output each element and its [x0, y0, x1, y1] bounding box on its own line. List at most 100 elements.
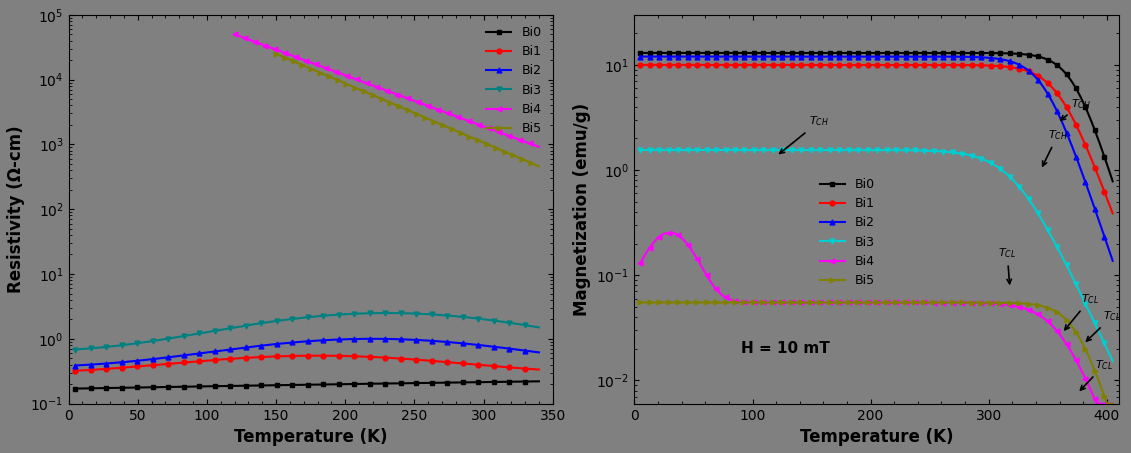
Bi3 — [633, 147, 647, 153]
Bi1 — [346, 353, 360, 359]
Line: Bi1: Bi1 — [74, 353, 542, 373]
Bi4 — [503, 134, 517, 139]
Bi1 — [1106, 211, 1120, 216]
Bi0 — [532, 379, 545, 384]
Bi0 — [931, 50, 944, 56]
Bi4 — [228, 32, 242, 37]
Bi2 — [787, 54, 801, 59]
Bi4 — [788, 300, 802, 305]
Bi5 — [787, 300, 801, 305]
Bi1 — [354, 354, 368, 359]
Bi3 — [977, 157, 991, 162]
Bi3 — [1106, 358, 1120, 364]
Bi0 — [353, 381, 366, 386]
Bi2 — [821, 54, 835, 59]
Bi5 — [269, 51, 283, 57]
Bi1 — [532, 367, 545, 372]
Bi2 — [345, 337, 359, 342]
Bi3 — [343, 311, 356, 317]
Bi5 — [491, 146, 504, 151]
Bi1 — [975, 63, 988, 68]
Bi5 — [931, 300, 944, 305]
Bi1 — [821, 62, 835, 67]
Bi0 — [633, 50, 647, 56]
Bi4 — [822, 300, 836, 305]
Bi5 — [1102, 401, 1115, 406]
Bi2 — [69, 363, 83, 368]
Bi0 — [975, 50, 988, 56]
Bi3 — [460, 315, 474, 320]
Bi4 — [408, 98, 422, 104]
Bi4 — [1106, 401, 1120, 406]
Bi1 — [690, 62, 703, 67]
Text: $T_{CH}$: $T_{CH}$ — [779, 115, 829, 154]
Bi5 — [532, 164, 545, 169]
Bi3 — [787, 147, 801, 153]
Bi2 — [1106, 258, 1120, 264]
Y-axis label: Magnetization (emu/g): Magnetization (emu/g) — [572, 103, 590, 316]
Legend: Bi0, Bi1, Bi2, Bi3, Bi4, Bi5: Bi0, Bi1, Bi2, Bi3, Bi4, Bi5 — [482, 21, 546, 140]
Y-axis label: Resistivity (Ω-cm): Resistivity (Ω-cm) — [7, 125, 25, 293]
Bi4 — [227, 32, 241, 37]
Bi2 — [366, 336, 380, 342]
Bi0 — [343, 381, 356, 387]
Bi4 — [532, 144, 545, 149]
Bi5 — [425, 118, 439, 123]
Line: Bi4: Bi4 — [638, 231, 1115, 406]
Bi1 — [633, 62, 647, 67]
Bi3 — [70, 347, 84, 352]
Bi2 — [931, 54, 944, 59]
Bi5 — [508, 153, 521, 159]
Bi2 — [633, 54, 647, 59]
Bi5 — [690, 300, 703, 305]
Bi2 — [353, 336, 366, 342]
Bi3 — [975, 156, 988, 161]
Bi5 — [977, 300, 991, 305]
Bi0 — [345, 381, 359, 387]
Bi0 — [1106, 178, 1120, 184]
Bi1 — [311, 353, 325, 358]
Bi1 — [70, 368, 84, 373]
Text: $T_{CH}$: $T_{CH}$ — [1043, 128, 1068, 166]
Legend: Bi0, Bi1, Bi2, Bi3, Bi4, Bi5: Bi0, Bi1, Bi2, Bi3, Bi4, Bi5 — [815, 173, 880, 292]
Line: Bi5: Bi5 — [274, 51, 542, 169]
Bi2 — [977, 55, 991, 60]
Bi3 — [931, 149, 944, 154]
Bi4 — [976, 300, 990, 306]
Bi4 — [1090, 401, 1104, 406]
X-axis label: Temperature (K): Temperature (K) — [234, 428, 388, 446]
Bi2 — [70, 363, 84, 368]
Bi1 — [977, 63, 991, 68]
Bi5 — [1106, 401, 1120, 406]
Bi3 — [69, 347, 83, 352]
Line: Bi2: Bi2 — [74, 337, 542, 368]
Bi0 — [821, 50, 835, 56]
Bi3 — [380, 310, 394, 316]
Bi0 — [459, 380, 473, 385]
Bi2 — [532, 350, 545, 355]
Line: Bi3: Bi3 — [638, 148, 1115, 363]
Line: Bi2: Bi2 — [638, 54, 1115, 263]
Text: $T_{CL}$: $T_{CL}$ — [1065, 293, 1099, 330]
Bi4 — [691, 258, 705, 264]
Bi0 — [70, 386, 84, 391]
Line: Bi3: Bi3 — [74, 311, 542, 352]
Bi4 — [932, 300, 946, 305]
Bi5 — [270, 52, 284, 57]
Bi0 — [977, 50, 991, 56]
Bi2 — [460, 341, 474, 347]
Bi1 — [69, 368, 83, 374]
Bi4 — [658, 231, 672, 236]
Bi1 — [345, 353, 359, 359]
Bi5 — [430, 120, 443, 125]
Bi4 — [414, 101, 428, 106]
Bi3 — [690, 147, 703, 153]
Line: Bi5: Bi5 — [638, 300, 1115, 406]
Bi3 — [353, 311, 366, 316]
Bi5 — [633, 300, 647, 305]
Bi1 — [460, 361, 474, 366]
Text: $T_{CL}$: $T_{CL}$ — [1080, 358, 1113, 390]
Text: $T_{CL}$: $T_{CL}$ — [999, 247, 1017, 284]
Text: $T_{CH}$: $T_{CH}$ — [1061, 97, 1091, 120]
Text: H = 10 mT: H = 10 mT — [741, 342, 829, 357]
